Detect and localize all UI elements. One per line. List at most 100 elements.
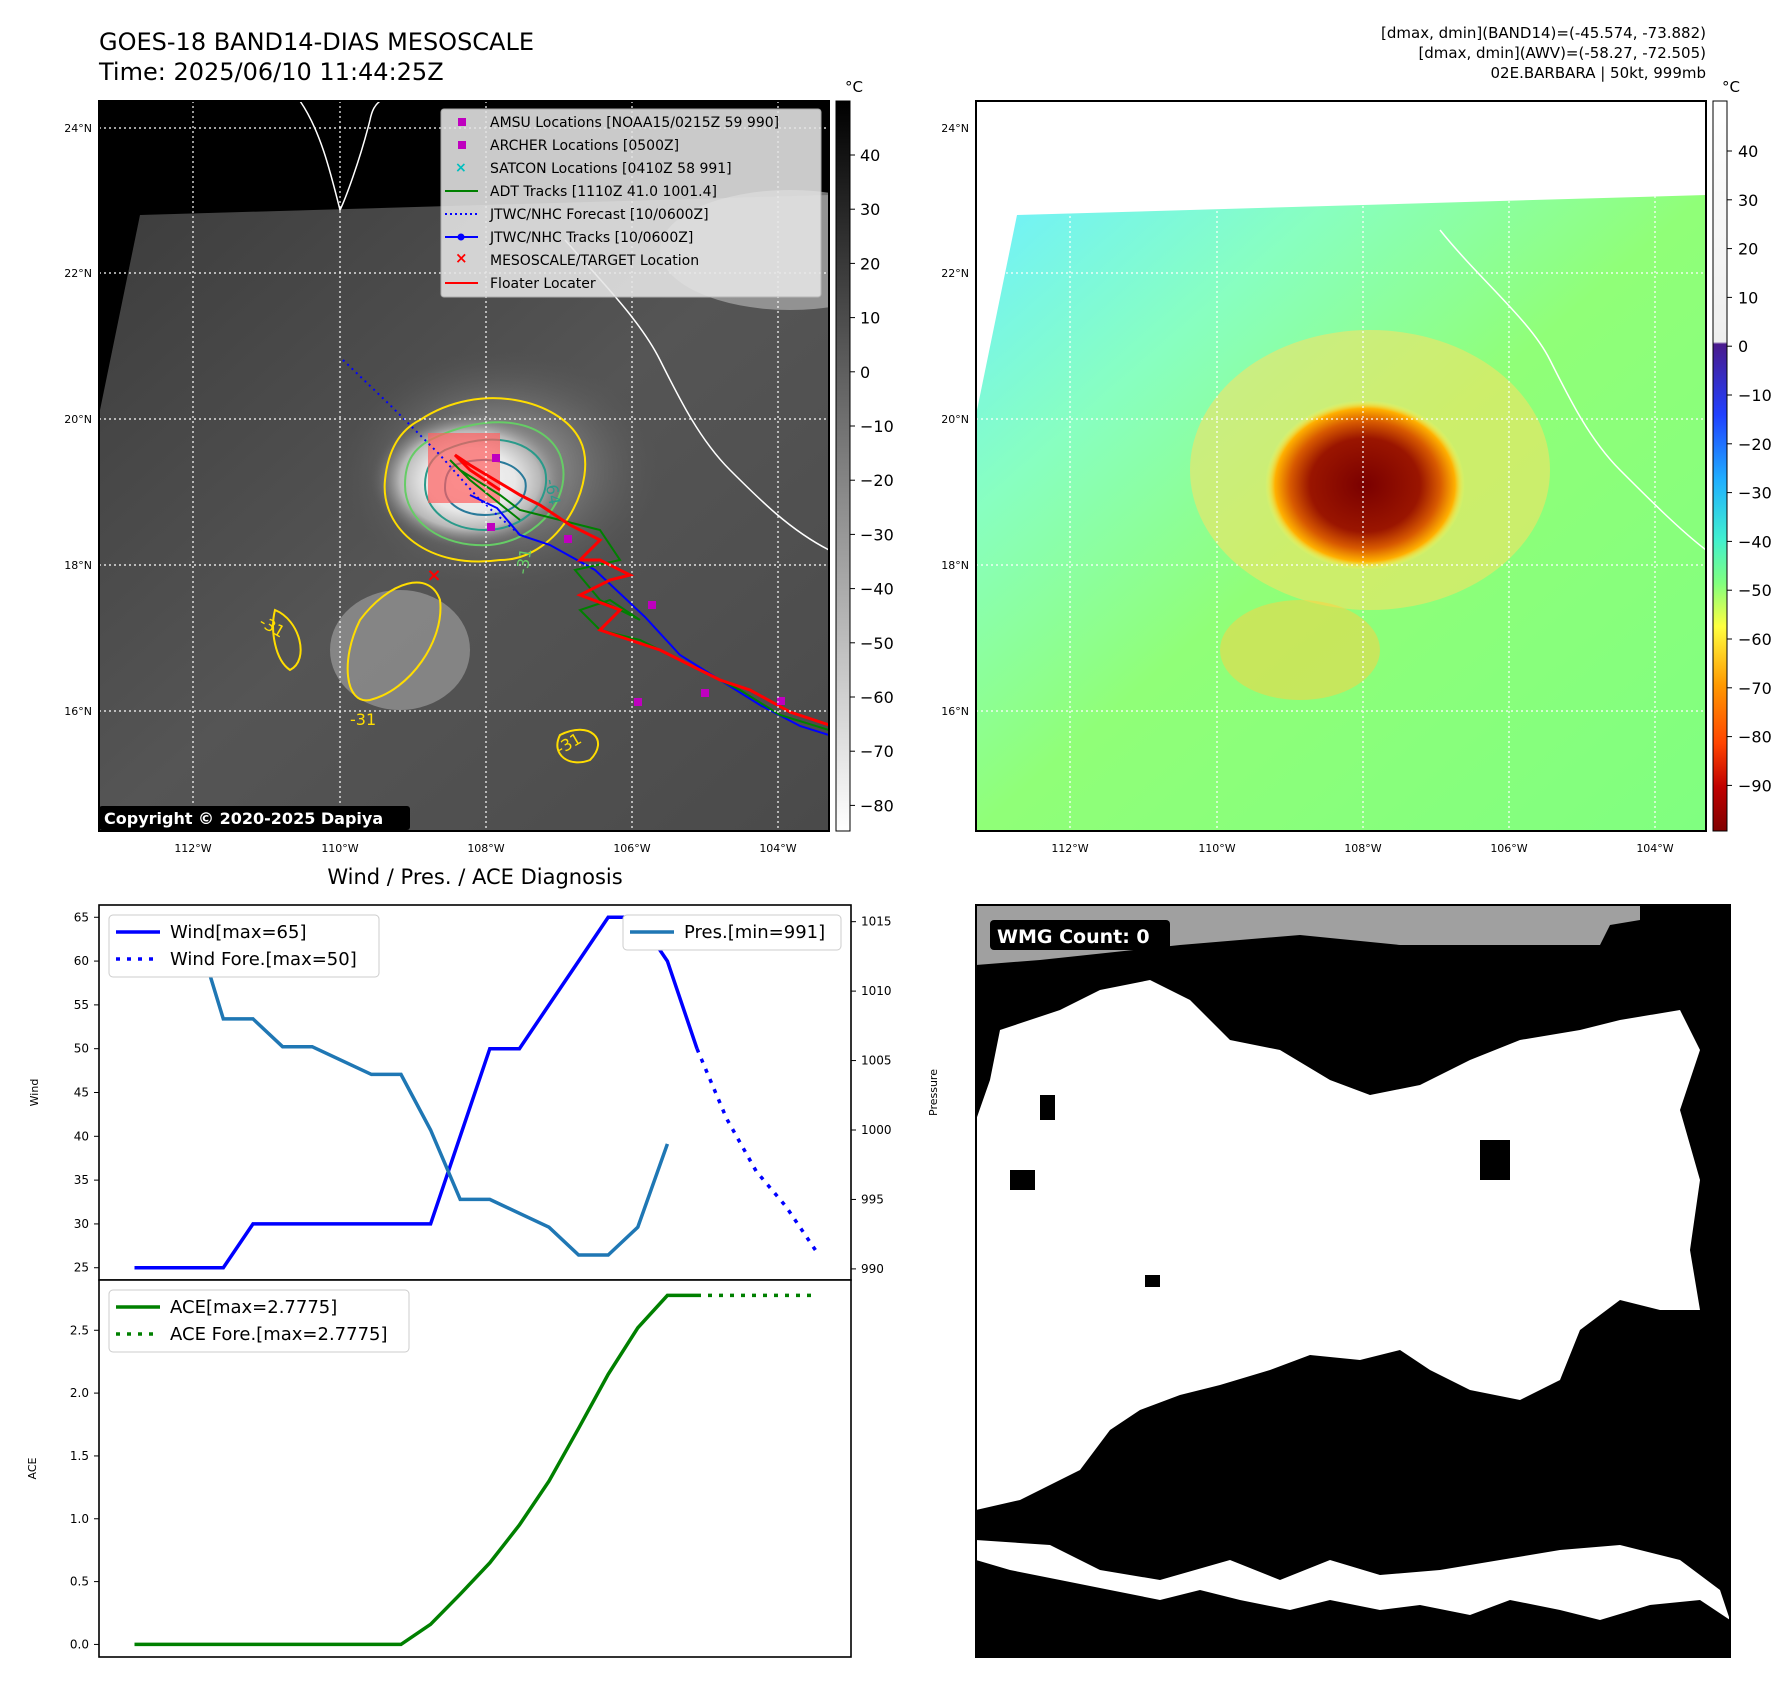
wind-forecast-legend-label: Wind Fore.[max=50] bbox=[170, 949, 357, 970]
ir-lat-tick-label: 18°N bbox=[64, 559, 92, 572]
ace-legend-label: ACE[max=2.7775] bbox=[170, 1297, 337, 1318]
ace-y-tick-label: 1.0 bbox=[70, 1512, 89, 1526]
ir-lat-tick-label: 20°N bbox=[64, 413, 92, 426]
archer-marker bbox=[487, 523, 495, 531]
pressure-line bbox=[134, 919, 670, 1257]
legend-archer: ARCHER Locations [0500Z] bbox=[490, 138, 679, 154]
ace-line bbox=[134, 1293, 697, 1647]
awv-colorbar-tick-label: −40 bbox=[1738, 532, 1772, 551]
ir-colorbar-tick-label: −10 bbox=[860, 417, 894, 436]
ir-colorbar-tick-label: −60 bbox=[860, 688, 894, 707]
amsu-marker bbox=[648, 601, 656, 609]
ir-lon-tick-label: 112°W bbox=[174, 842, 211, 855]
wind-y-tick-label: 35 bbox=[74, 1173, 89, 1187]
ir-colorbar-tick-label: −80 bbox=[860, 796, 894, 815]
pressure-y-tick-label: 1010 bbox=[861, 984, 892, 998]
diagnosis-title: Wind / Pres. / ACE Diagnosis bbox=[327, 865, 622, 889]
legend-forecast: JTWC/NHC Forecast [10/0600Z] bbox=[489, 207, 709, 223]
awv-colorbar-tick-label: −30 bbox=[1738, 484, 1772, 503]
ace-y-tick-label: 1.5 bbox=[70, 1449, 89, 1463]
legend-satcon: SATCON Locations [0410Z 58 991] bbox=[490, 161, 732, 177]
awv-colorbar-tick-label: −70 bbox=[1738, 679, 1772, 698]
pressure-y-tick-label: 995 bbox=[861, 1192, 884, 1206]
awv-colorbar bbox=[1712, 100, 1728, 832]
pressure-axis-label: Pressure bbox=[927, 1069, 940, 1116]
ir-colorbar-tick-label: 10 bbox=[860, 309, 880, 328]
ir-legend: AMSU Locations [NOAA15/0215Z 59 990] ARC… bbox=[440, 108, 822, 298]
ace-y-tick-label: 2.0 bbox=[70, 1386, 89, 1400]
pressure-y-tick-label: 990 bbox=[861, 1262, 884, 1276]
ace-axis-label: ACE bbox=[26, 1457, 39, 1479]
ir-colorbar-unit: °C bbox=[845, 78, 863, 96]
wind-y-tick-label: 30 bbox=[74, 1217, 89, 1231]
map-tick-labels: 24°N 24°N 22°N 22°N 20°N 20°N 18°N 18°N 16°N 16°N… bbox=[64, 122, 1674, 855]
awv-lat-tick-label: 22°N bbox=[941, 267, 969, 280]
forecast-track bbox=[342, 359, 521, 536]
awv-colorbar-tick-label: 20 bbox=[1738, 240, 1758, 259]
wind-line bbox=[134, 915, 699, 1270]
wind-y-tick-label: 25 bbox=[74, 1261, 89, 1275]
wmg-panel bbox=[976, 905, 1730, 1657]
awv-colorbar-tick-label: 10 bbox=[1738, 288, 1758, 307]
wind-pressure-chart: 25 30 35 40 45 50 55 60 65 990 995 1000 1005 1010 1015… bbox=[28, 904, 940, 1281]
awv-colorbar-tick-label: 40 bbox=[1738, 142, 1758, 161]
awv-lat-tick-label: 16°N bbox=[941, 705, 969, 718]
ace-y-tick-label: 2.5 bbox=[70, 1323, 89, 1337]
pressure-y-tick-label: 1005 bbox=[861, 1054, 892, 1068]
contour-label: -64 bbox=[541, 477, 564, 506]
contour-band bbox=[346, 581, 442, 702]
awv-lon-tick-label: 112°W bbox=[1051, 842, 1088, 855]
wind-forecast-line bbox=[695, 1048, 817, 1252]
awv-gridlines bbox=[976, 101, 1706, 831]
info-storm: 02E.BARBARA | 50kt, 999mb bbox=[1491, 64, 1706, 82]
awv-lon-tick-label: 106°W bbox=[1490, 842, 1527, 855]
legend-amsu: AMSU Locations [NOAA15/0215Z 59 990] bbox=[490, 115, 779, 131]
awv-lon-tick-label: 110°W bbox=[1198, 842, 1235, 855]
archer-legend-icon bbox=[458, 141, 466, 149]
ir-lat-tick-label: 16°N bbox=[64, 705, 92, 718]
ace-y-tick-label: 0.0 bbox=[70, 1637, 89, 1651]
awv-lon-tick-label: 108°W bbox=[1344, 842, 1381, 855]
wind-y-tick-label: 65 bbox=[74, 910, 89, 924]
contour-label: -31 bbox=[350, 710, 376, 729]
legend-target: MESOSCALE/TARGET Location bbox=[490, 253, 699, 269]
awv-map-frame bbox=[975, 100, 1707, 832]
ir-colorbar-ticks: 40 30 20 10 0 −10 −20 −30 −40 −50 −60 −70 −80 bbox=[850, 146, 894, 815]
ir-lon-tick-label: 106°W bbox=[613, 842, 650, 855]
awv-rainband bbox=[1220, 600, 1380, 700]
info-awv: [dmax, dmin](AWV)=(-58.27, -72.505) bbox=[1418, 44, 1706, 62]
contour-label: -31 bbox=[512, 547, 535, 576]
ir-colorbar-tick-label: 30 bbox=[860, 200, 880, 219]
wind-axis-label: Wind bbox=[28, 1079, 41, 1107]
amsu-marker bbox=[564, 535, 572, 543]
wind-legend-label: Wind[max=65] bbox=[170, 922, 307, 943]
ir-colorbar-tick-label: −40 bbox=[860, 580, 894, 599]
ir-colorbar-tick-label: −70 bbox=[860, 742, 894, 761]
ir-colorbar-tick-label: 0 bbox=[860, 363, 870, 382]
wmg-white-region bbox=[976, 980, 1700, 1510]
contour-yellow bbox=[383, 397, 587, 563]
amsu-marker bbox=[777, 697, 785, 705]
awv-colorbar-tick-label: −10 bbox=[1738, 386, 1772, 405]
amsu-marker bbox=[701, 689, 709, 697]
ir-lon-tick-label: 104°W bbox=[759, 842, 796, 855]
amsu-marker bbox=[634, 698, 642, 706]
ir-lat-tick-label: 24°N bbox=[64, 122, 92, 135]
target-marker: × bbox=[426, 565, 441, 586]
wind-y-tick-label: 50 bbox=[74, 1042, 89, 1056]
wind-y-tick-label: 45 bbox=[74, 1086, 89, 1100]
ir-lon-tick-label: 110°W bbox=[321, 842, 358, 855]
awv-colorbar-tick-label: −50 bbox=[1738, 581, 1772, 600]
target-legend-icon: × bbox=[455, 249, 468, 267]
figure-title: GOES-18 BAND14-DIAS MESOSCALE bbox=[99, 28, 534, 56]
ace-forecast-legend-label: ACE Fore.[max=2.7775] bbox=[170, 1324, 388, 1345]
wind-legend bbox=[108, 914, 380, 978]
awv-colorbar-tick-label: −20 bbox=[1738, 435, 1772, 454]
floater-track bbox=[453, 453, 829, 727]
ir-map-frame bbox=[98, 100, 830, 832]
awv-colorbar-tick-label: −60 bbox=[1738, 630, 1772, 649]
pressure-y-tick-label: 1000 bbox=[861, 1123, 892, 1137]
awv-coastline bbox=[1439, 229, 1706, 551]
ir-colorbar-tick-label: −20 bbox=[860, 471, 894, 490]
